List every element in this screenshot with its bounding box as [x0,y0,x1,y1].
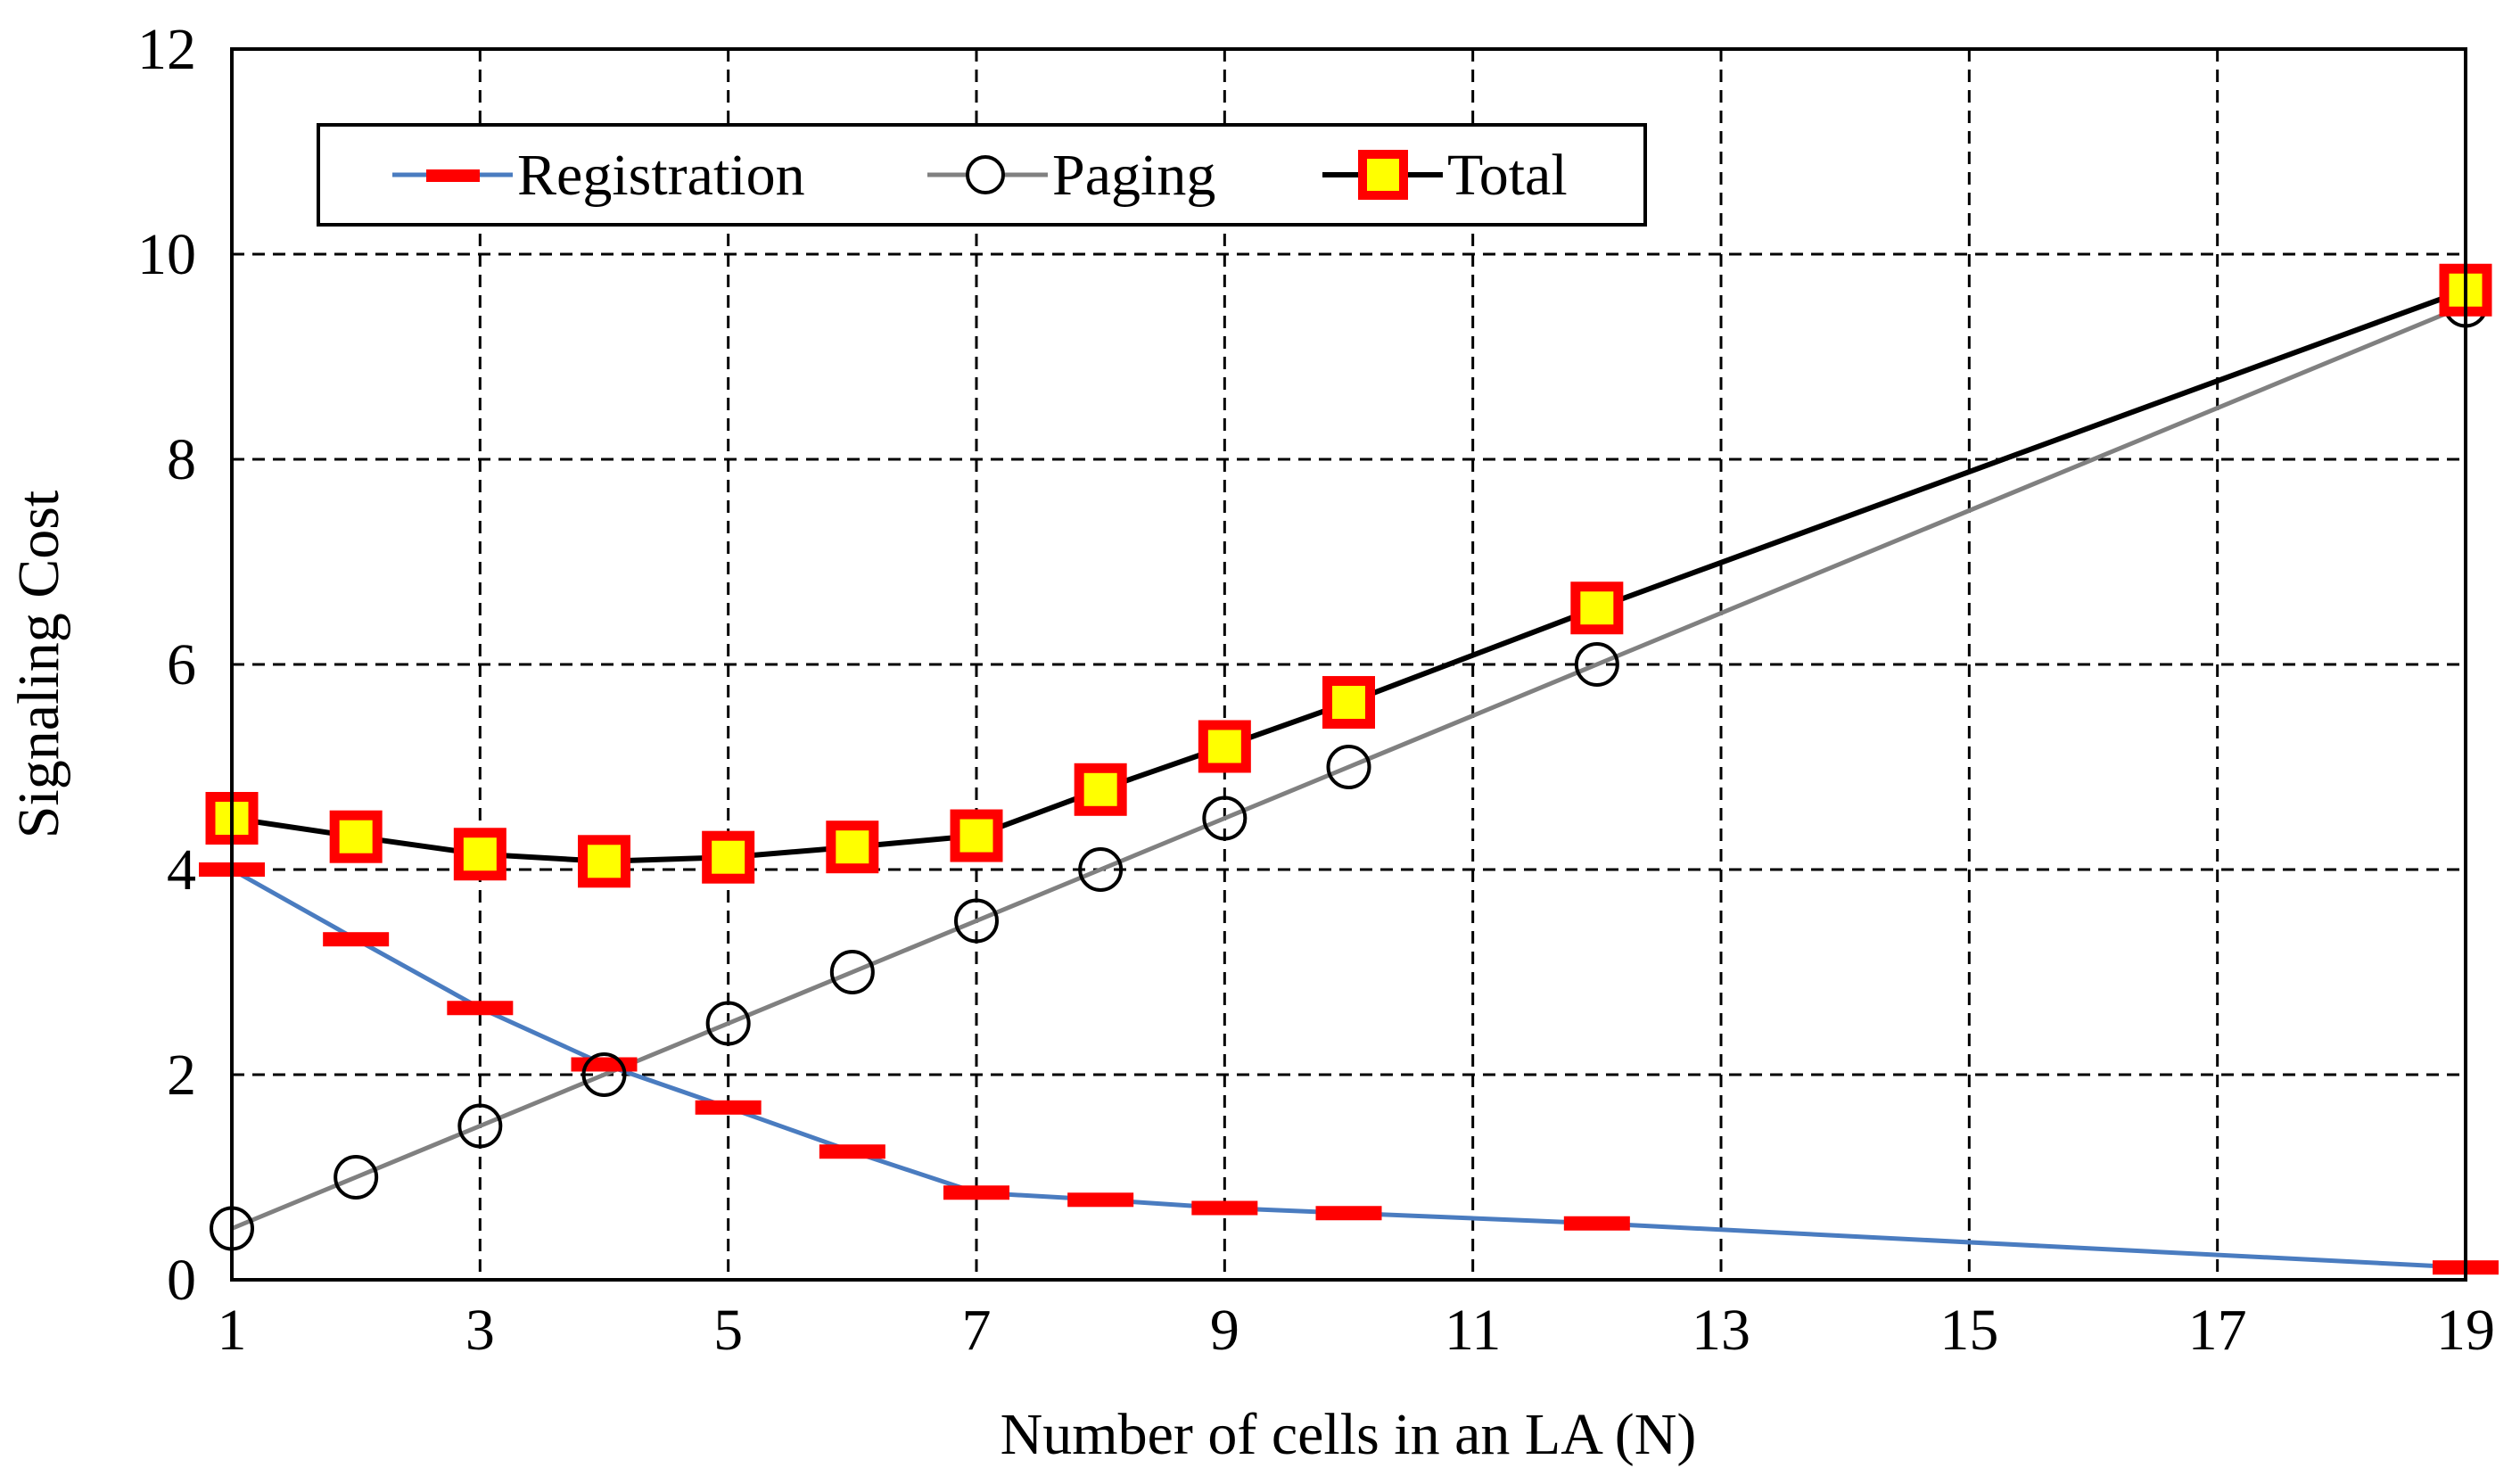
paging-point [1202,796,1248,841]
registration-point [1067,1192,1134,1208]
legend-paging-circle-icon [966,155,1005,194]
legend-total-square-icon [1358,150,1408,200]
total-point [950,809,1003,862]
registration-point [695,1100,762,1115]
registration-series-line [230,867,2466,1270]
grid-lines [232,49,2466,1280]
registration-point [323,932,390,947]
legend-paging-label: Paging [1052,143,1215,208]
registration-point [1315,1206,1382,1221]
paging-point [829,950,875,994]
total-point [1570,581,1624,635]
x-tick-label: 13 [1692,1298,1750,1363]
x-tick-label: 9 [1210,1298,1239,1363]
total-point [1322,676,1375,730]
registration-point [1191,1200,1258,1216]
legend-registration-dash-icon [426,169,480,182]
y-tick-label: 12 [137,17,196,82]
paging-point [954,898,999,944]
total-point [578,835,630,888]
legend-registration-label: Registration [517,143,805,208]
registration-point [1563,1216,1630,1231]
x-tick-label: 17 [2188,1298,2247,1363]
plot-area-frame [230,47,2467,1282]
paging-point [457,1103,503,1149]
paging-point [1326,745,1371,789]
x-tick-label: 11 [1445,1298,1502,1363]
y-axis-title: Signaling Cost [6,491,71,839]
total-point [826,820,879,874]
registration-point [447,1001,514,1016]
x-tick-label: 7 [962,1298,992,1363]
paging-point [1078,847,1124,892]
paging-point [705,1001,751,1046]
total-point [329,810,383,863]
y-tick-label: 6 [167,632,196,697]
paging-point [1574,642,1619,687]
y-tick-label: 0 [167,1248,196,1313]
total-point [453,828,506,881]
total-point [1074,763,1127,816]
paging-point [581,1052,627,1097]
legend: Registration Paging Total [317,123,1647,227]
x-axis-title: Number of cells in an LA (N) [1001,1402,1697,1467]
y-tick-label: 2 [167,1043,196,1108]
x-tick-label: 15 [1939,1298,1998,1363]
total-point [702,830,755,884]
x-tick-label: 5 [713,1298,743,1363]
total-point [1198,720,1251,773]
y-tick-label: 10 [137,222,196,287]
x-tick-label: 1 [218,1298,247,1363]
paging-series-line [231,303,2466,1231]
y-tick-label: 4 [167,837,196,903]
x-tick-label: 3 [465,1298,495,1363]
y-tick-label: 8 [167,427,196,492]
x-tick-label: 19 [2436,1298,2495,1363]
legend-total-label: Total [1447,143,1568,208]
registration-point [819,1144,885,1159]
paging-point [334,1155,379,1200]
registration-point [943,1185,1009,1200]
series-markers [199,263,2499,1275]
